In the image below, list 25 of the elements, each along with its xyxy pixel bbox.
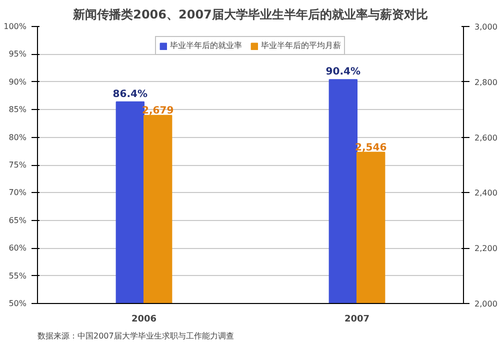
chart-title: 新闻传播类2006、2007届大学毕业生半年后的就业率与薪资对比 [72,8,428,22]
legend-label: 毕业半年后的就业率 [170,40,242,51]
y2-tick-label: 3,000 [474,22,498,32]
data-label: 86.4% [112,88,148,100]
y-tick-label: 65% [8,216,27,225]
y-tick-label: 90% [8,77,27,86]
y-tick-label: 95% [8,50,27,59]
y-tick-label: 55% [8,271,27,280]
source-note: 数据来源：中国2007届大学毕业生求职与工作能力调查 [38,332,234,340]
y-tick-label: 85% [8,105,27,114]
x-tick-label: 2007 [344,314,370,324]
x-tick-label: 2006 [131,314,157,324]
y2-tick-label: 2,200 [474,244,498,254]
legend-label: 毕业半年后的平均月薪 [261,40,341,51]
y-tick-label: 80% [8,132,27,142]
y-tick-label: 70% [8,188,27,198]
y-tick-label: 100% [4,22,27,31]
y2-tick-label: 2,600 [474,133,498,142]
data-label: 90.4% [326,66,361,78]
y-tick-label: 75% [8,160,27,170]
y-tick-label: 50% [8,299,27,308]
y2-tick-label: 2,000 [474,300,498,308]
y-tick-label: 60% [8,244,27,253]
y2-tick-label: 2,400 [474,188,498,198]
y2-tick-label: 2,800 [474,78,498,87]
